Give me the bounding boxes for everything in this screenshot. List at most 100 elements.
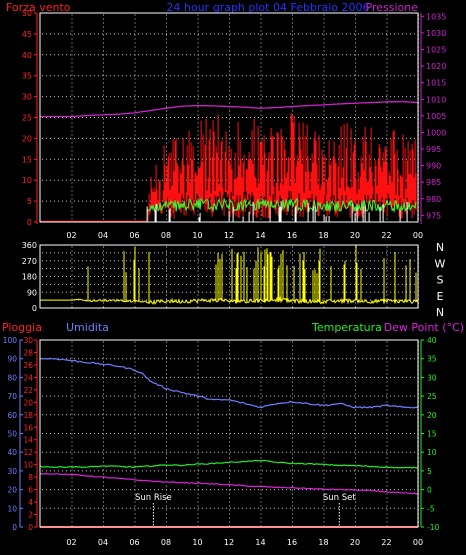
direction-letter-4: N [436,306,444,319]
wind-axis-label-40: 40 [22,51,32,60]
wind-pressure-panel: 0510152025303540455097598098599099510001… [22,9,447,240]
bottom-x-tick-06: 06 [129,538,139,547]
top-x-tick-16: 16 [287,231,297,240]
direction-axis-label-360: 360 [22,241,37,250]
wind-axis-label-35: 35 [22,72,32,81]
temperature-axis-label-15: 15 [427,430,437,439]
rain-axis-label-4: 4 [28,498,33,507]
wind-axis-label-30: 30 [22,93,32,102]
pressure-axis-label-1000: 1000 [426,128,446,137]
pressure-axis-label-985: 985 [426,178,441,187]
series-humidity [39,357,419,409]
humidity-axis-label-60: 60 [7,411,17,420]
direction-axis-label-180: 180 [22,273,37,282]
bottom-x-tick-10: 10 [192,538,202,547]
rain-axis-label-0: 0 [28,523,33,532]
direction-letter-0: N [436,241,444,254]
direction-axis-label-270: 270 [22,257,37,266]
bottom-x-tick-12: 12 [224,538,234,547]
pressure-axis-label-1030: 1030 [426,29,446,38]
direction-letter-3: E [437,290,444,303]
dewpoint-title: Dew Point (°C) [384,321,464,334]
rain-axis-label-18: 18 [23,411,33,420]
bottom-x-tick-20: 20 [350,538,360,547]
temperature-axis-label-20: 20 [427,411,437,420]
top-x-tick-12: 12 [224,231,234,240]
direction-axis-label-0: 0 [32,304,37,313]
temperature-axis-label-25: 25 [427,392,437,401]
rain-title: Pioggia [2,321,42,334]
pressure-axis-label-1020: 1020 [426,62,446,71]
temperature-axis-label-30: 30 [427,373,437,382]
pressure-axis-label-990: 990 [426,162,441,171]
bottom-x-tick-00: 00 [413,538,423,547]
temperature-axis-label-40: 40 [427,336,437,345]
humidity-temperature-panel: 0102030405060708090100024681012141618202… [3,336,440,547]
rain-axis-label-28: 28 [23,348,33,357]
bottom-x-tick-14: 14 [255,538,265,547]
rain-axis-label-16: 16 [23,423,33,432]
direction-axis-label-90: 90 [27,288,37,297]
humidity-axis-label-80: 80 [7,373,17,382]
sun-rise-label: Sun Rise [135,493,172,503]
humidity-axis-label-30: 30 [7,467,17,476]
direction-letter-2: S [437,274,444,287]
bottom-x-tick-18: 18 [318,538,328,547]
top-x-tick-10: 10 [192,231,202,240]
temperature-axis-label-0: 0 [427,486,432,495]
direction-grid [42,246,419,308]
wind-axis-label-50: 50 [22,9,32,18]
wind-axis-label-10: 10 [22,176,32,185]
humidity-axis-label-20: 20 [7,486,17,495]
wind-axis-label-0: 0 [27,218,32,227]
wind-axis-label-20: 20 [22,134,32,143]
bottom-x-tick-08: 08 [161,538,171,547]
direction-series [40,296,419,305]
wind-axis-label-15: 15 [22,155,32,164]
pressure-axis-label-1010: 1010 [426,95,446,104]
humidity-axis-label-0: 0 [12,523,17,532]
sun-set-label: Sun Set [323,493,356,503]
temperature-axis-label-35: 35 [427,355,437,364]
pressure-title: Pressione [366,1,419,14]
series-temperature [39,459,418,469]
rain-axis-label-12: 12 [23,448,33,457]
temperature-title: Temperatura [311,321,382,334]
direction-spikes [87,245,417,304]
pressure-axis-label-975: 975 [426,211,441,220]
bottom-x-tick-16: 16 [287,538,297,547]
pressure-axis-label-1005: 1005 [426,112,446,121]
wind-title: Forza vento [6,1,71,14]
wind-axis-label-25: 25 [22,114,32,123]
pressure-series [40,100,419,118]
wind-calm-marks [146,201,408,222]
direction-frame [39,244,419,309]
temperature-axis-label--10: -10 [427,523,439,532]
rain-axis-label-10: 10 [23,461,33,470]
top-x-tick-20: 20 [350,231,360,240]
pressure-axis-label-1025: 1025 [426,45,446,54]
bottom-frame [39,339,419,528]
bottom-grid [42,341,419,527]
wind-speed-series [147,113,417,221]
rain-axis-label-30: 30 [23,336,33,345]
top-frame [39,12,419,223]
top-x-tick-02: 02 [66,231,76,240]
temperature-axis-label-5: 5 [427,467,432,476]
wind-axis-label-5: 5 [27,197,32,206]
pressure-axis-label-995: 995 [426,145,441,154]
temperature-axis-label-10: 10 [427,448,437,457]
humidity-axis-label-50: 50 [7,430,17,439]
rain-axis-label-14: 14 [23,436,33,445]
rain-axis-label-24: 24 [23,373,33,382]
humidity-title: Umidita [66,321,109,334]
top-x-tick-18: 18 [318,231,328,240]
top-x-tick-04: 04 [98,231,108,240]
top-x-tick-06: 06 [129,231,139,240]
direction-letter-1: W [435,257,446,270]
bottom-x-tick-02: 02 [66,538,76,547]
humidity-axis-label-90: 90 [7,355,17,364]
rain-axis-label-22: 22 [23,386,33,395]
